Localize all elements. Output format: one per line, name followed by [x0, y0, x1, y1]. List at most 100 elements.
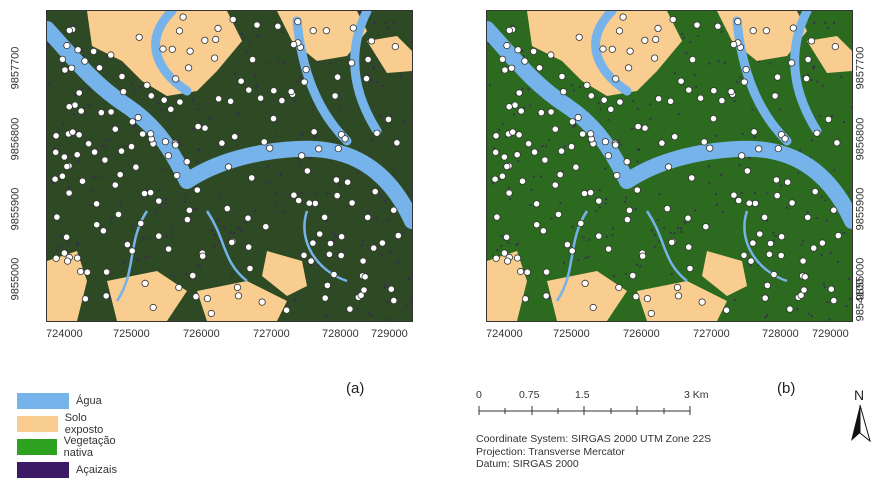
- map-metadata: Coordinate System: SIRGAS 2000 UTM Zone …: [476, 433, 711, 471]
- sample-point: [81, 295, 90, 303]
- acaizal-speckle: [658, 193, 661, 196]
- sample-point: [278, 97, 286, 105]
- north-arrow-graphic: [851, 404, 871, 443]
- sample-point: [607, 105, 615, 113]
- sample-point: [348, 199, 356, 207]
- sample-point: [577, 219, 585, 227]
- sample-point: [710, 87, 718, 95]
- sample-point: [343, 178, 352, 186]
- sample-point: [211, 54, 219, 62]
- acaizal-speckle: [184, 273, 187, 275]
- acaizal-speckle: [820, 195, 823, 198]
- sample-point: [227, 97, 235, 105]
- acaizal-speckle: [167, 118, 170, 121]
- land-cover-map-b: [487, 11, 852, 321]
- acaizal-speckle: [496, 249, 499, 252]
- acaizal-speckle: [736, 80, 739, 83]
- acaizal-speckle: [739, 76, 742, 79]
- acaizal-speckle: [653, 234, 656, 236]
- panel-label-a: (a): [346, 380, 365, 397]
- acaizal-speckle: [550, 217, 553, 220]
- sample-point: [393, 139, 401, 147]
- sample-point: [663, 205, 671, 213]
- acaizal-speckle: [384, 199, 387, 202]
- sample-point: [73, 254, 82, 262]
- sample-point: [117, 147, 126, 155]
- sample-point: [530, 148, 539, 156]
- sample-point: [323, 281, 331, 289]
- sample-point: [246, 264, 254, 273]
- acaizal-speckle: [689, 41, 692, 44]
- sample-point: [652, 35, 660, 43]
- acaizal-speckle: [613, 274, 616, 277]
- sample-point: [359, 257, 367, 265]
- acaizal-speckle: [751, 108, 754, 111]
- x-tick-a-5: 729000: [371, 328, 408, 340]
- sample-point: [595, 232, 603, 240]
- sample-point: [723, 306, 731, 314]
- acaizal-speckle: [133, 89, 135, 92]
- acaizal-speckle: [740, 191, 743, 194]
- acaizal-speckle: [631, 128, 634, 130]
- sample-point: [763, 281, 771, 289]
- sample-point: [773, 73, 782, 81]
- sample-point: [500, 249, 508, 257]
- sample-point: [207, 309, 215, 318]
- acaizal-speckle: [685, 51, 688, 54]
- sample-point: [387, 285, 395, 293]
- acaizal-speckle: [253, 74, 256, 77]
- sample-point: [833, 139, 841, 147]
- sample-point: [740, 251, 748, 259]
- acaizal-speckle: [766, 314, 768, 317]
- acaizal-speckle: [530, 189, 533, 191]
- acaizal-speckle: [293, 298, 296, 301]
- acaizal-speckle: [410, 106, 412, 109]
- acaizal-speckle: [392, 22, 395, 25]
- acaizal-speckle: [820, 254, 823, 256]
- acaizal-speckle: [500, 235, 502, 238]
- sample-point: [493, 213, 501, 221]
- acaizal-speckle: [847, 277, 850, 280]
- sample-point: [330, 270, 338, 279]
- sample-point: [192, 292, 200, 301]
- acaizal-speckle: [757, 60, 760, 63]
- sample-point: [730, 191, 738, 199]
- acaizal-speckle: [373, 65, 376, 68]
- acaizal-speckle: [598, 188, 601, 191]
- acaizal-speckle: [507, 241, 510, 244]
- sample-point: [378, 239, 386, 247]
- sample-point: [745, 199, 753, 207]
- sample-point: [58, 55, 67, 63]
- sample-point: [128, 247, 136, 255]
- sample-point: [99, 227, 108, 235]
- acaizal-speckle: [409, 297, 412, 300]
- acaizal-speckle: [849, 297, 852, 300]
- sample-point: [521, 57, 529, 65]
- acaizal-speckle: [345, 206, 348, 209]
- sample-point: [333, 192, 341, 200]
- acaizal-speckle: [715, 134, 718, 137]
- acaizal-speckle: [274, 192, 277, 195]
- sample-point: [762, 27, 770, 35]
- acaizal-speckle: [673, 232, 676, 235]
- sample-point: [139, 130, 147, 138]
- sample-point: [77, 107, 85, 115]
- sample-point: [334, 145, 342, 153]
- acaizal-speckle: [825, 219, 828, 222]
- acaizal-speckle: [192, 99, 195, 102]
- sample-point: [677, 77, 685, 85]
- acaizal-speckle: [845, 305, 848, 308]
- acaizal-speckle: [720, 173, 722, 176]
- sample-point: [123, 241, 132, 249]
- sample-point: [547, 108, 555, 116]
- sample-point: [688, 174, 696, 182]
- acaizal-speckle: [806, 211, 809, 214]
- sample-point: [194, 122, 202, 131]
- sample-point: [102, 268, 111, 276]
- acaizal-speckle: [213, 234, 216, 236]
- sample-point: [218, 139, 226, 147]
- scale-label-075: 0.75: [519, 389, 540, 401]
- sample-point: [749, 27, 757, 35]
- acaizal-speckle: [177, 140, 180, 143]
- sample-point: [786, 305, 794, 313]
